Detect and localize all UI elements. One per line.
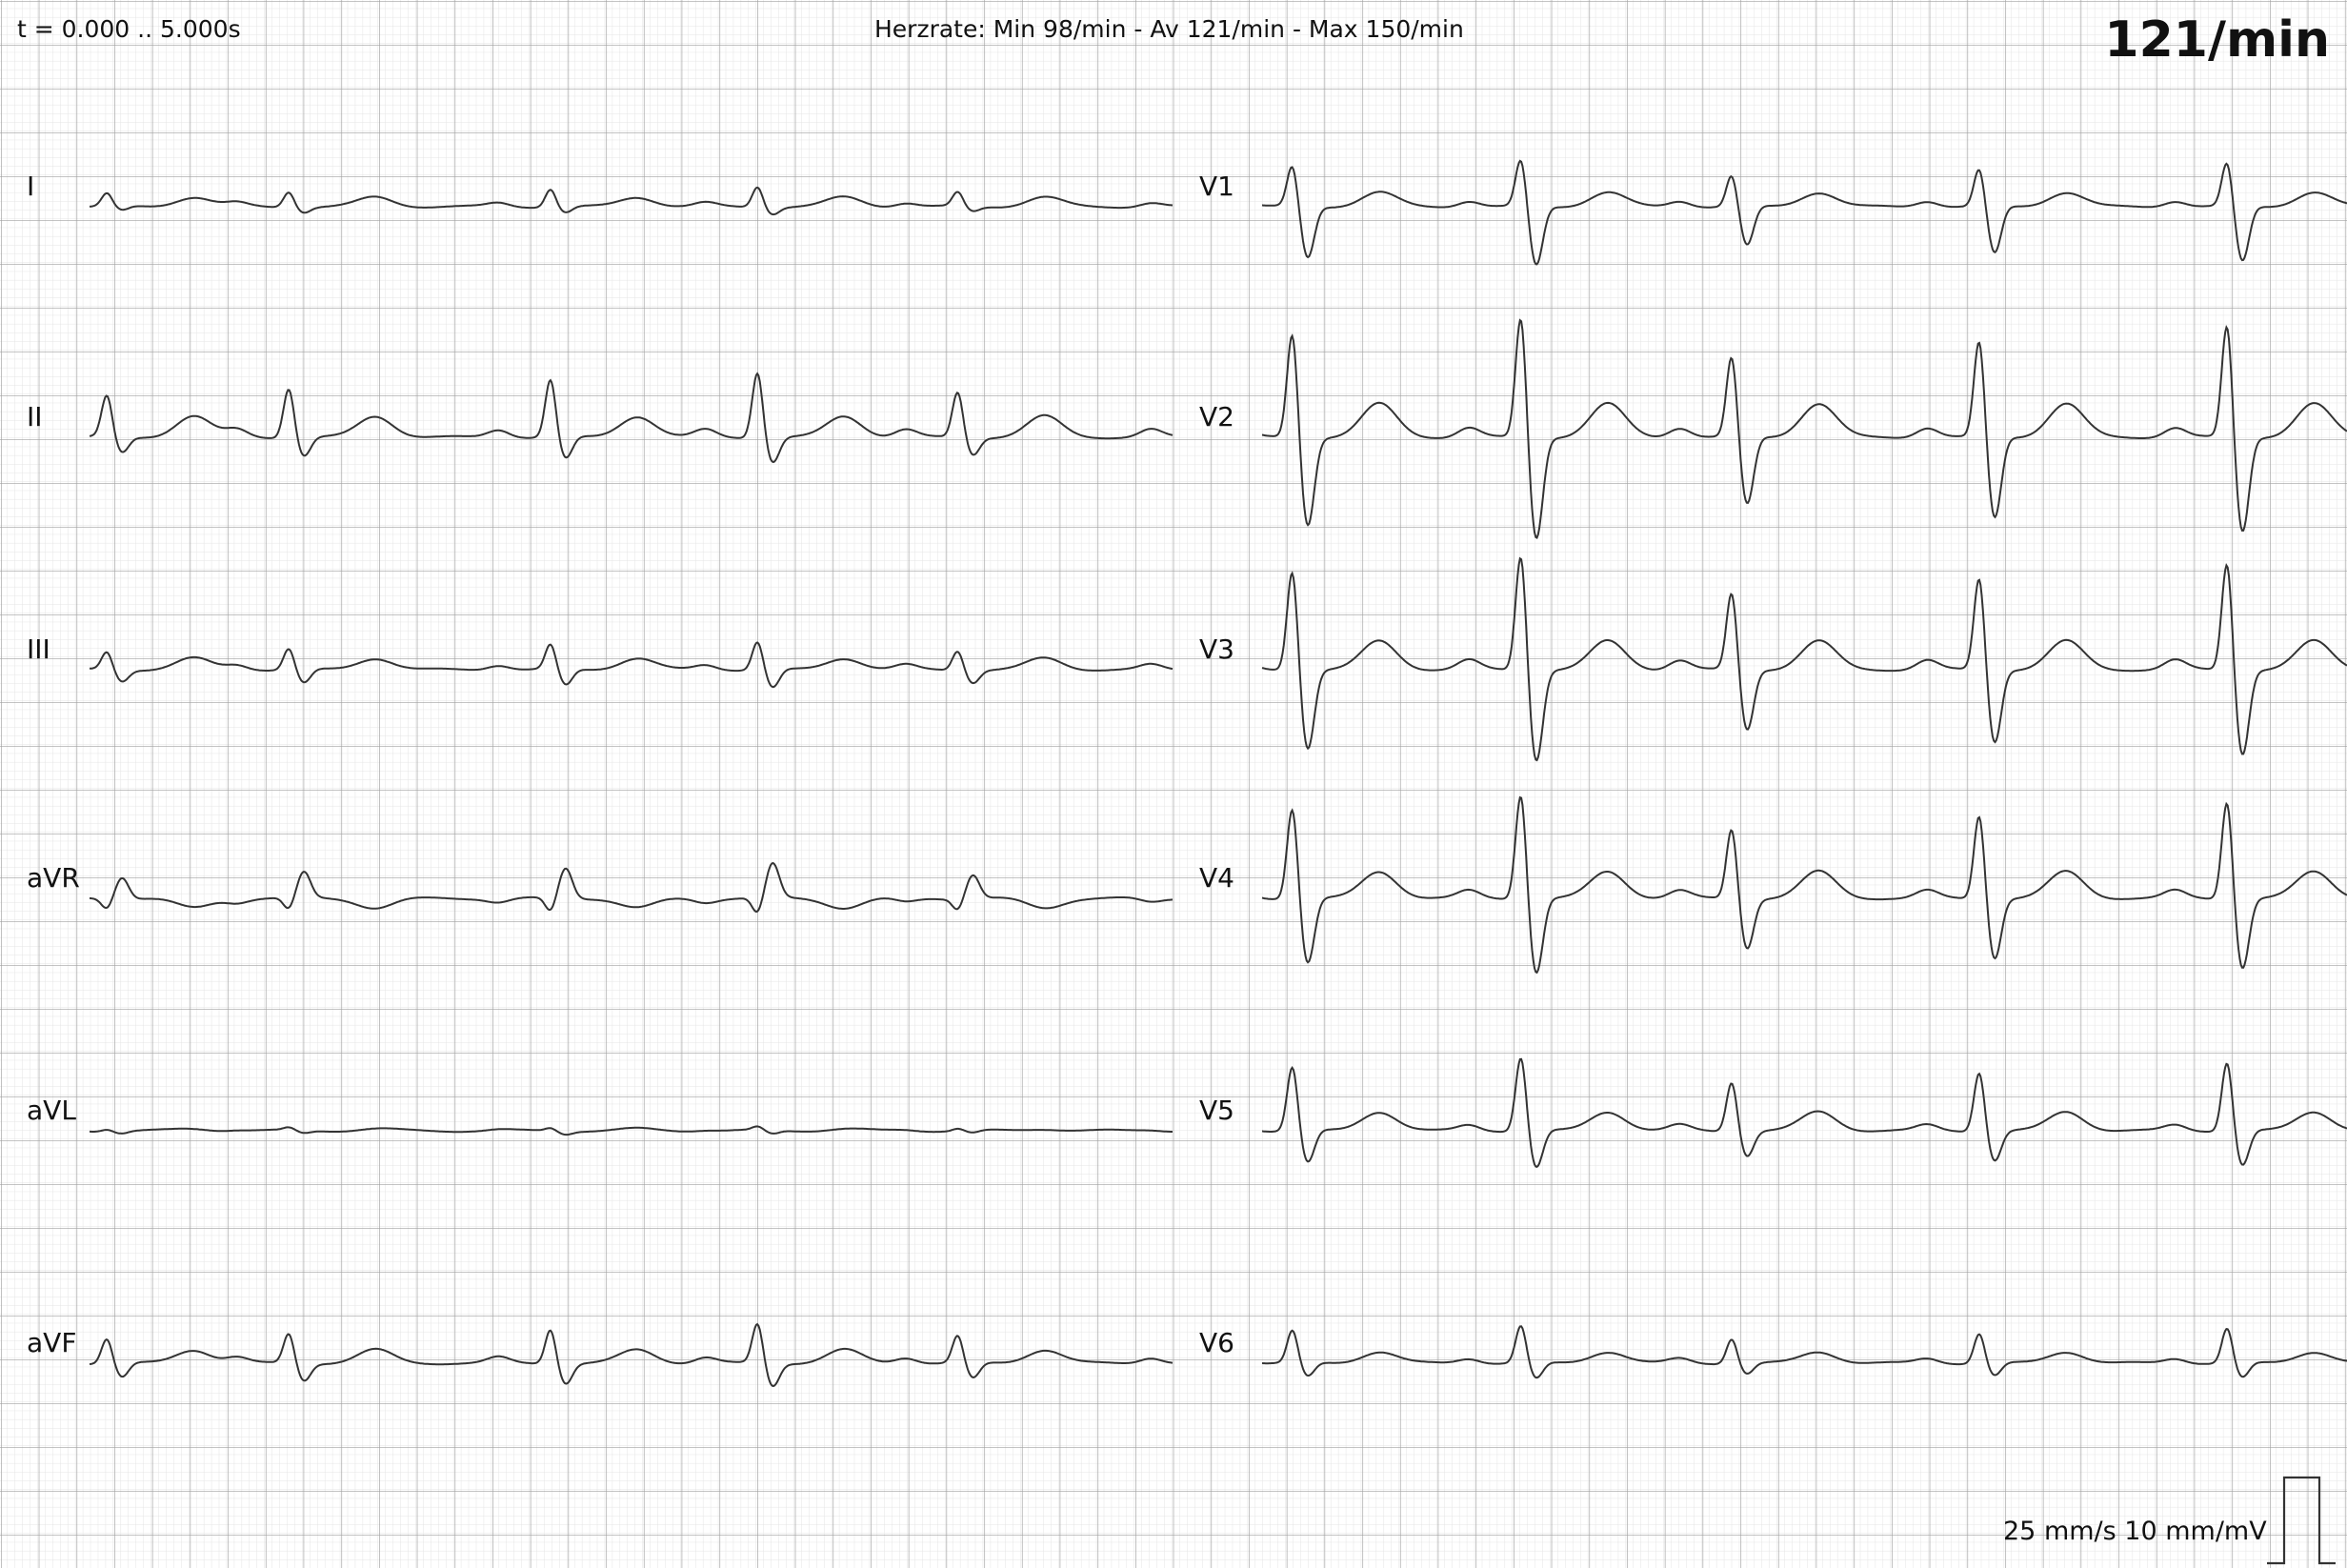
lead-label-v2: V2 <box>1199 401 1234 432</box>
trace-i <box>89 186 1174 216</box>
time-range: t = 0.000 .. 5.000s <box>17 15 241 43</box>
trace-avf <box>89 1322 1174 1388</box>
trace-ii <box>89 372 1174 464</box>
calibration-pulse <box>2267 1476 2336 1565</box>
lead-label-iii: III <box>27 633 50 665</box>
trace-v5 <box>1261 1057 2347 1169</box>
lead-label-v5: V5 <box>1199 1095 1234 1126</box>
lead-label-avr: aVR <box>27 862 80 894</box>
lead-label-v1: V1 <box>1199 171 1234 202</box>
lead-label-v3: V3 <box>1199 633 1234 665</box>
lead-label-avl: aVL <box>27 1095 76 1126</box>
trace-v3 <box>1261 556 2347 762</box>
lead-label-v6: V6 <box>1199 1327 1234 1358</box>
lead-label-v4: V4 <box>1199 862 1234 894</box>
trace-iii <box>90 641 1174 689</box>
traces <box>89 159 2347 1388</box>
trace-avl <box>90 1125 1173 1136</box>
heart-rate: 121/min <box>2104 11 2330 69</box>
lead-label-i: I <box>27 171 35 202</box>
lead-label-ii: II <box>27 401 43 432</box>
heart-rate-summary: Herzrate: Min 98/min - Av 121/min - Max … <box>874 15 1464 43</box>
trace-v6 <box>1261 1325 2347 1379</box>
trace-v2 <box>1261 318 2347 539</box>
scale-label: 25 mm/s 10 mm/mV <box>2003 1517 2267 1546</box>
trace-v1 <box>1261 159 2347 266</box>
trace-v4 <box>1261 795 2347 975</box>
trace-avr <box>89 861 1174 914</box>
lead-label-avf: aVF <box>27 1327 77 1358</box>
